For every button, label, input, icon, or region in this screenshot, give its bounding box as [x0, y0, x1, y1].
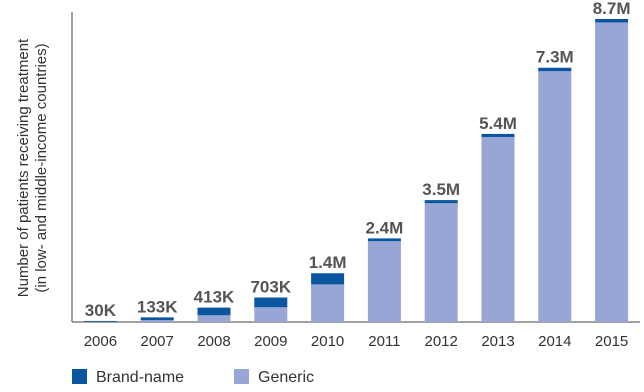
bar-generic-2009 [254, 307, 287, 322]
value-label-2012: 3.5M [422, 180, 460, 199]
x-tick-label-2010: 2010 [311, 333, 344, 350]
x-tick-label-2008: 2008 [197, 333, 230, 350]
x-tick-label-2014: 2014 [538, 333, 571, 350]
value-label-2015: 8.7M [593, 0, 631, 18]
y-axis-title-line1: Number of patients receiving treatment [15, 38, 32, 297]
bar-brand-name-2009 [254, 298, 287, 308]
y-axis-title-line2: (in low- and middle-income countries) [33, 43, 50, 292]
y-axis-title: Number of patients receiving treatment (… [15, 38, 50, 297]
bar-generic-2012 [425, 203, 458, 322]
value-label-2007: 133K [137, 297, 178, 316]
value-label-2006: 30K [85, 301, 117, 320]
bar-brand-name-2015 [595, 19, 628, 22]
bar-generic-2014 [538, 71, 571, 322]
x-tick-label-2015: 2015 [595, 333, 628, 350]
value-label-2011: 2.4M [366, 218, 404, 237]
legend-swatch-brand-name [72, 369, 87, 384]
bar-generic-2011 [368, 241, 401, 322]
bar-brand-name-2010 [311, 273, 344, 284]
value-label-2013: 5.4M [479, 114, 517, 133]
bar-generic-2008 [198, 315, 231, 322]
bar-brand-name-2013 [482, 134, 515, 137]
legend-swatch-generic [234, 369, 249, 384]
bar-generic-2013 [482, 137, 515, 322]
x-tick-labels-layer: 2006 2007 2008 2009 2010 2011 2012 2013 2014 2015 [84, 333, 629, 350]
bar-generic-2007 [141, 320, 174, 322]
x-tick-label-2013: 2013 [481, 333, 514, 350]
bar-generic-2015 [595, 22, 628, 322]
value-label-2008: 413K [194, 288, 235, 307]
value-label-2010: 1.4M [309, 253, 347, 272]
bar-brand-name-2007 [141, 317, 174, 320]
bar-brand-name-2011 [368, 238, 401, 241]
x-tick-label-2007: 2007 [141, 333, 174, 350]
bar-brand-name-2014 [538, 68, 571, 71]
x-tick-label-2006: 2006 [84, 333, 117, 350]
legend-label-generic: Generic [258, 369, 314, 386]
bar-brand-name-2006 [84, 321, 117, 322]
bar-brand-name-2012 [425, 200, 458, 203]
bar-generic-2010 [311, 284, 344, 322]
x-tick-label-2012: 2012 [425, 333, 458, 350]
value-label-2009: 703K [250, 278, 291, 297]
legend-label-brand-name: Brand-name [96, 369, 184, 386]
x-tick-label-2011: 2011 [368, 333, 400, 350]
x-tick-label-2009: 2009 [254, 333, 287, 350]
legend: Brand-name Generic [72, 369, 314, 386]
value-label-2014: 7.3M [536, 48, 574, 67]
bar-brand-name-2008 [198, 308, 231, 316]
